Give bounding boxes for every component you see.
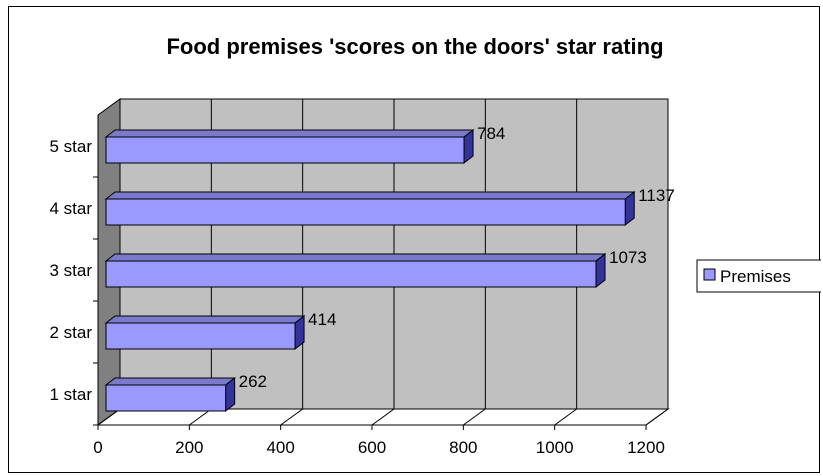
floor-gridline xyxy=(371,408,395,426)
x-tick-label: 1000 xyxy=(536,438,574,457)
floor-gridline xyxy=(280,408,303,426)
floor-gridline xyxy=(189,408,212,426)
bars xyxy=(104,128,636,413)
legend-swatch xyxy=(703,268,716,281)
data-label: 1137 xyxy=(638,186,675,205)
y-tick-label: 2 star xyxy=(49,323,92,342)
bar xyxy=(105,136,465,164)
data-label: 262 xyxy=(239,372,267,391)
floor-gridline xyxy=(554,408,577,426)
bar xyxy=(105,260,597,288)
floor-gridline xyxy=(463,408,486,426)
y-tick-label: 3 star xyxy=(49,261,92,280)
bar-top xyxy=(104,377,237,386)
x-tick-label: 0 xyxy=(93,438,102,457)
labels: 0 200 400 600 800 1000 1200 1 star 262 2 star 414 3… xyxy=(49,124,674,457)
floor-gridline xyxy=(97,408,121,426)
bar-top xyxy=(104,253,607,262)
bar xyxy=(105,322,296,350)
data-label: 784 xyxy=(477,124,505,143)
chart-frame: Food premises 'scores on the doors' star… xyxy=(8,6,821,473)
x-tick-label: 600 xyxy=(358,438,386,457)
bar-top xyxy=(104,315,306,324)
y-tick-label: 4 star xyxy=(49,199,92,218)
y-tick-label: 1 star xyxy=(49,385,92,404)
bar-top xyxy=(104,129,475,138)
legend-label: Premises xyxy=(720,267,791,286)
data-label: 414 xyxy=(308,310,336,329)
floor-gridline xyxy=(645,408,669,426)
x-tick-label: 800 xyxy=(449,438,477,457)
y-tick-label: 5 star xyxy=(49,137,92,156)
bar xyxy=(105,198,626,226)
bar-top xyxy=(104,191,636,200)
data-label: 1073 xyxy=(609,248,647,267)
legend-box xyxy=(696,259,821,293)
chart-title: Food premises 'scores on the doors' star… xyxy=(166,34,663,59)
legend: Premises xyxy=(696,259,821,293)
x-tick-label: 200 xyxy=(175,438,203,457)
x-tick-label: 400 xyxy=(266,438,294,457)
bar xyxy=(105,384,227,412)
x-tick-label: 1200 xyxy=(627,438,665,457)
chart-svg: Food premises 'scores on the doors' star… xyxy=(49,34,821,457)
